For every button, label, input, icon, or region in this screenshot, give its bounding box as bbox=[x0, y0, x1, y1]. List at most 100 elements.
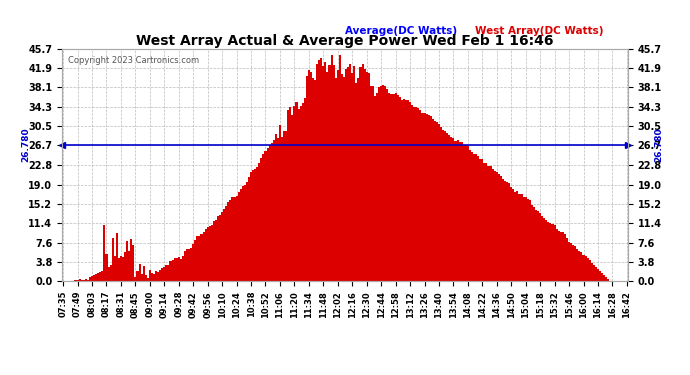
Bar bbox=[357, 78, 359, 281]
Bar bbox=[420, 110, 422, 281]
Bar bbox=[85, 279, 87, 281]
Bar bbox=[199, 236, 201, 281]
Bar bbox=[547, 222, 549, 281]
Bar bbox=[268, 145, 270, 281]
Bar bbox=[264, 151, 266, 281]
Bar bbox=[275, 135, 277, 281]
Bar bbox=[101, 271, 104, 281]
Bar bbox=[471, 152, 473, 281]
Bar bbox=[201, 234, 203, 281]
Bar bbox=[130, 239, 132, 281]
Bar bbox=[469, 150, 471, 281]
Bar bbox=[295, 102, 297, 281]
Bar bbox=[378, 87, 380, 281]
Bar bbox=[601, 273, 603, 281]
Bar bbox=[603, 275, 605, 281]
Bar bbox=[482, 159, 484, 281]
Bar bbox=[302, 103, 304, 281]
Bar bbox=[351, 72, 353, 281]
Bar bbox=[347, 67, 349, 281]
Bar bbox=[415, 107, 417, 281]
Bar bbox=[281, 138, 283, 281]
Bar bbox=[147, 278, 149, 281]
Bar bbox=[231, 197, 233, 281]
Bar bbox=[178, 256, 180, 281]
Bar bbox=[306, 75, 308, 281]
Bar bbox=[384, 86, 386, 281]
Bar bbox=[374, 96, 376, 281]
Bar bbox=[448, 135, 451, 281]
Bar bbox=[291, 116, 293, 281]
Bar bbox=[426, 114, 428, 281]
Bar bbox=[451, 137, 453, 281]
Bar bbox=[605, 277, 607, 281]
Bar bbox=[79, 279, 81, 281]
Bar bbox=[568, 242, 570, 281]
Bar bbox=[424, 113, 426, 281]
Bar bbox=[453, 138, 455, 281]
Bar bbox=[489, 166, 491, 281]
Text: Copyright 2023 Cartronics.com: Copyright 2023 Cartronics.com bbox=[68, 56, 199, 65]
Bar bbox=[310, 72, 312, 281]
Bar bbox=[104, 225, 106, 281]
Bar bbox=[277, 138, 279, 281]
Bar bbox=[593, 265, 595, 281]
Bar bbox=[465, 145, 467, 281]
Bar bbox=[159, 270, 161, 281]
Bar bbox=[118, 258, 120, 281]
Bar bbox=[223, 209, 225, 281]
Bar bbox=[273, 140, 275, 281]
Bar bbox=[564, 234, 566, 281]
Bar bbox=[473, 154, 475, 281]
Bar bbox=[417, 108, 420, 281]
Bar bbox=[316, 64, 318, 281]
Bar bbox=[436, 122, 438, 281]
Bar bbox=[409, 102, 411, 281]
Bar bbox=[285, 131, 287, 281]
Bar bbox=[248, 177, 250, 281]
Bar bbox=[529, 200, 531, 281]
Bar bbox=[537, 211, 539, 281]
Bar bbox=[293, 106, 295, 281]
Bar bbox=[463, 145, 465, 281]
Bar bbox=[126, 241, 128, 281]
Bar bbox=[508, 183, 510, 281]
Bar bbox=[128, 252, 130, 281]
Bar bbox=[516, 191, 518, 281]
Bar bbox=[193, 244, 195, 281]
Bar bbox=[486, 163, 487, 281]
Bar bbox=[562, 232, 564, 281]
Bar bbox=[524, 197, 526, 281]
Bar bbox=[172, 260, 174, 281]
Bar bbox=[582, 255, 584, 281]
Bar bbox=[510, 187, 512, 281]
Bar bbox=[487, 166, 489, 281]
Bar bbox=[497, 174, 500, 281]
Bar bbox=[304, 98, 306, 281]
Bar bbox=[607, 279, 609, 281]
Bar bbox=[108, 267, 110, 281]
Bar bbox=[81, 280, 83, 281]
Bar bbox=[549, 223, 551, 281]
Bar bbox=[362, 64, 364, 281]
Bar bbox=[446, 133, 448, 281]
Bar bbox=[229, 200, 231, 281]
Bar bbox=[287, 110, 289, 281]
Bar bbox=[279, 124, 281, 281]
Bar bbox=[422, 113, 424, 281]
Bar bbox=[244, 184, 246, 281]
Bar bbox=[512, 189, 514, 281]
Bar bbox=[203, 232, 204, 281]
Bar bbox=[225, 206, 227, 281]
Bar bbox=[551, 224, 553, 281]
Bar bbox=[504, 181, 506, 281]
Bar bbox=[122, 257, 124, 281]
Bar bbox=[522, 197, 524, 281]
Bar bbox=[484, 163, 486, 281]
Bar bbox=[219, 215, 221, 281]
Bar bbox=[206, 227, 208, 281]
Bar bbox=[322, 66, 324, 281]
Bar bbox=[359, 67, 362, 281]
Bar bbox=[339, 56, 341, 281]
Bar bbox=[455, 141, 457, 281]
